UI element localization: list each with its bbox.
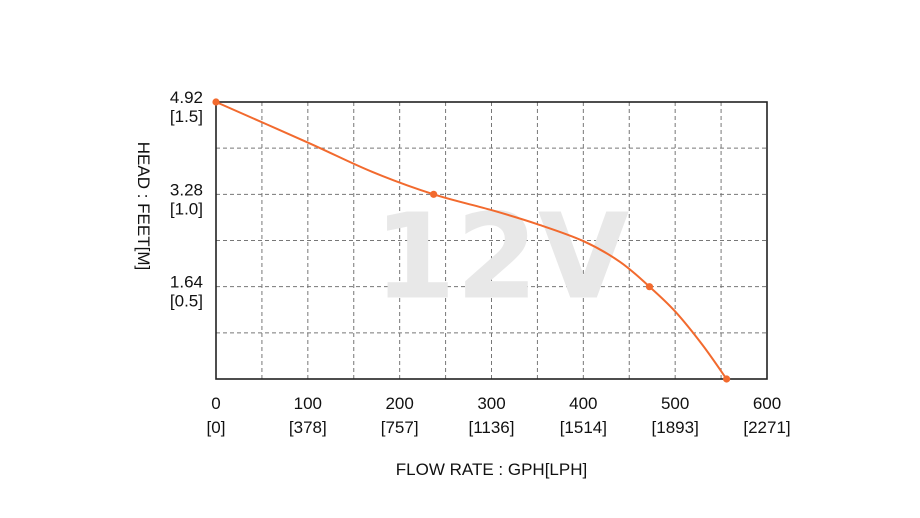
x-axis-label: FLOW RATE : GPH[LPH] xyxy=(396,460,587,479)
x-tick-sublabel: [2271] xyxy=(743,418,790,437)
series-line xyxy=(215,101,728,380)
y-tick-sublabel: [1.0] xyxy=(170,199,203,218)
x-tick-label: 600 xyxy=(753,394,781,413)
grid xyxy=(216,102,767,379)
data-point xyxy=(430,190,438,198)
series-layer xyxy=(212,98,731,383)
y-tick-label: 1.64 xyxy=(170,273,203,292)
x-tick-sublabel: [378] xyxy=(289,418,327,437)
data-point xyxy=(645,283,654,291)
y-tick-sublabel: [0.5] xyxy=(170,292,203,311)
x-tick-label: 500 xyxy=(661,394,689,413)
x-tick-sublabel: [757] xyxy=(381,418,419,437)
y-axis-label: HEAD : FEET[M] xyxy=(134,142,153,270)
y-tick-labels: 4.92[1.5] 3.28[1.0] 1.64[0.5] xyxy=(170,88,203,311)
x-tick-label: 200 xyxy=(385,394,413,413)
x-tick-label: 400 xyxy=(569,394,597,413)
x-tick-sublabel: [1136] xyxy=(468,418,514,437)
x-tick-label: 0 xyxy=(211,394,220,413)
x-tick-labels: 0 [0] 100 [378] 200 [757] 300 [1136] 400 [1514] 50… xyxy=(207,394,791,437)
data-point xyxy=(722,375,731,383)
y-tick-label: 4.92 xyxy=(170,88,203,107)
y-tick-sublabel: [1.5] xyxy=(170,107,203,126)
x-tick-label: 100 xyxy=(294,394,322,413)
x-tick-sublabel: [1514] xyxy=(560,418,607,437)
data-point xyxy=(212,98,220,106)
x-tick-sublabel: [1893] xyxy=(652,418,699,437)
y-tick-label: 3.28 xyxy=(170,180,203,199)
x-tick-sublabel: [0] xyxy=(207,418,226,437)
plot-frame xyxy=(215,101,768,380)
x-tick-label: 300 xyxy=(477,394,505,413)
watermark-text: 12V xyxy=(374,187,630,325)
